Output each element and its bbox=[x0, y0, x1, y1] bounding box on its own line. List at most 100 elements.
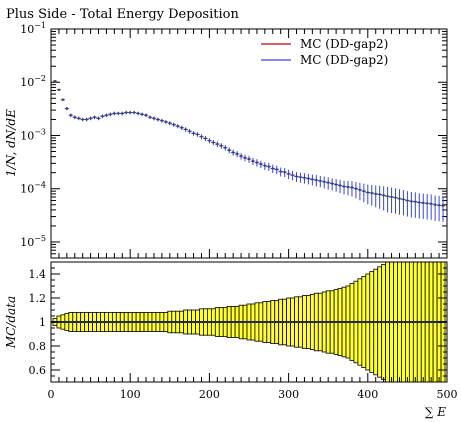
data-point bbox=[211, 140, 216, 146]
data-point bbox=[389, 187, 394, 214]
data-marker bbox=[418, 201, 421, 204]
data-marker bbox=[176, 124, 179, 128]
x-tick-label: 200 bbox=[199, 388, 220, 401]
data-marker bbox=[85, 118, 88, 121]
data-marker bbox=[216, 142, 219, 146]
legend-label-red: MC (DD-gap2) bbox=[300, 37, 388, 51]
data-marker bbox=[243, 156, 247, 160]
data-marker bbox=[53, 79, 57, 83]
data-point bbox=[401, 190, 406, 216]
data-marker bbox=[77, 117, 80, 120]
main-y-axis: 10−1 10−2 10−3 10−4 10−5 bbox=[20, 21, 447, 255]
data-marker bbox=[208, 139, 211, 142]
data-marker bbox=[315, 178, 318, 182]
legend-label-blue: MC (DD-gap2) bbox=[300, 53, 388, 67]
data-point bbox=[234, 151, 240, 158]
data-point bbox=[131, 110, 137, 115]
data-marker bbox=[410, 200, 413, 203]
data-marker bbox=[287, 172, 290, 176]
ratio-y-tick-label: 1.2 bbox=[29, 292, 47, 305]
data-point bbox=[52, 79, 58, 83]
data-point bbox=[369, 184, 374, 206]
data-point bbox=[322, 176, 327, 189]
data-marker bbox=[342, 185, 346, 188]
data-point bbox=[254, 159, 260, 167]
data-marker bbox=[307, 177, 310, 180]
data-marker bbox=[101, 115, 104, 118]
data-point bbox=[88, 116, 93, 121]
chart-title: Plus Side - Total Energy Deposition bbox=[6, 7, 239, 22]
data-marker bbox=[311, 178, 314, 181]
data-point bbox=[60, 98, 66, 102]
data-marker bbox=[180, 126, 183, 129]
data-marker bbox=[164, 120, 168, 124]
data-marker bbox=[386, 195, 389, 198]
data-marker bbox=[346, 185, 350, 189]
main-y-tick-label: 10−2 bbox=[20, 74, 46, 89]
data-marker bbox=[200, 135, 203, 138]
data-marker bbox=[406, 199, 409, 202]
data-point bbox=[191, 131, 196, 136]
data-marker bbox=[382, 194, 385, 197]
data-marker bbox=[426, 202, 429, 205]
x-tick-label: 100 bbox=[120, 388, 141, 401]
data-point bbox=[139, 112, 145, 117]
data-marker bbox=[105, 114, 108, 117]
data-point bbox=[203, 136, 208, 142]
main-y-tick-label: 10−3 bbox=[20, 127, 46, 142]
data-point bbox=[163, 120, 169, 124]
data-point bbox=[353, 181, 359, 199]
data-marker bbox=[255, 161, 259, 164]
data-point bbox=[298, 172, 303, 183]
ratio-x-axis: 0 100 200 300 400 500 bbox=[48, 373, 458, 401]
ratio-panel: 0.6 0.8 1 1.2 1.4 0 100 200 300 400 500 MC/data ∑… bbox=[4, 261, 458, 419]
data-point bbox=[167, 121, 172, 126]
data-point bbox=[72, 115, 77, 120]
data-point bbox=[76, 116, 81, 121]
data-marker bbox=[132, 111, 136, 114]
data-point bbox=[262, 162, 268, 171]
data-point bbox=[258, 160, 264, 169]
data-marker bbox=[113, 112, 116, 115]
data-marker bbox=[327, 181, 330, 184]
data-marker bbox=[247, 157, 251, 161]
data-point bbox=[357, 182, 363, 201]
data-marker bbox=[374, 192, 377, 196]
data-marker bbox=[125, 111, 128, 114]
data-marker bbox=[228, 148, 231, 152]
data-marker bbox=[267, 165, 270, 168]
data-point bbox=[361, 183, 367, 203]
data-point bbox=[112, 111, 117, 116]
data-marker bbox=[97, 117, 100, 120]
data-point bbox=[294, 172, 299, 182]
data-point bbox=[341, 180, 347, 195]
data-marker bbox=[370, 191, 373, 195]
data-point bbox=[238, 153, 244, 160]
data-marker bbox=[140, 113, 144, 116]
data-marker bbox=[390, 195, 393, 199]
data-point bbox=[104, 113, 109, 118]
data-point bbox=[195, 132, 200, 137]
data-point bbox=[219, 143, 224, 149]
data-point bbox=[282, 168, 287, 178]
main-y-tick-label: 10−1 bbox=[20, 21, 46, 36]
data-point bbox=[270, 164, 275, 174]
data-marker bbox=[220, 144, 223, 148]
data-point bbox=[377, 185, 382, 209]
main-data-points bbox=[52, 79, 446, 222]
main-y-axis-label: 1/N, dN/dE bbox=[4, 109, 18, 177]
data-marker bbox=[251, 159, 255, 163]
data-marker bbox=[319, 179, 322, 183]
legend: MC (DD-gap2) MC (DD-gap2) bbox=[261, 37, 388, 67]
data-point bbox=[278, 167, 283, 177]
x-axis-label: ∑ E bbox=[425, 405, 446, 419]
data-marker bbox=[422, 201, 425, 205]
data-marker bbox=[283, 170, 286, 174]
x-tick-label: 400 bbox=[357, 388, 378, 401]
data-marker bbox=[441, 204, 445, 207]
data-point bbox=[417, 193, 422, 219]
data-point bbox=[246, 155, 252, 163]
data-point bbox=[128, 110, 133, 115]
data-point bbox=[393, 188, 398, 214]
data-marker bbox=[291, 173, 294, 177]
